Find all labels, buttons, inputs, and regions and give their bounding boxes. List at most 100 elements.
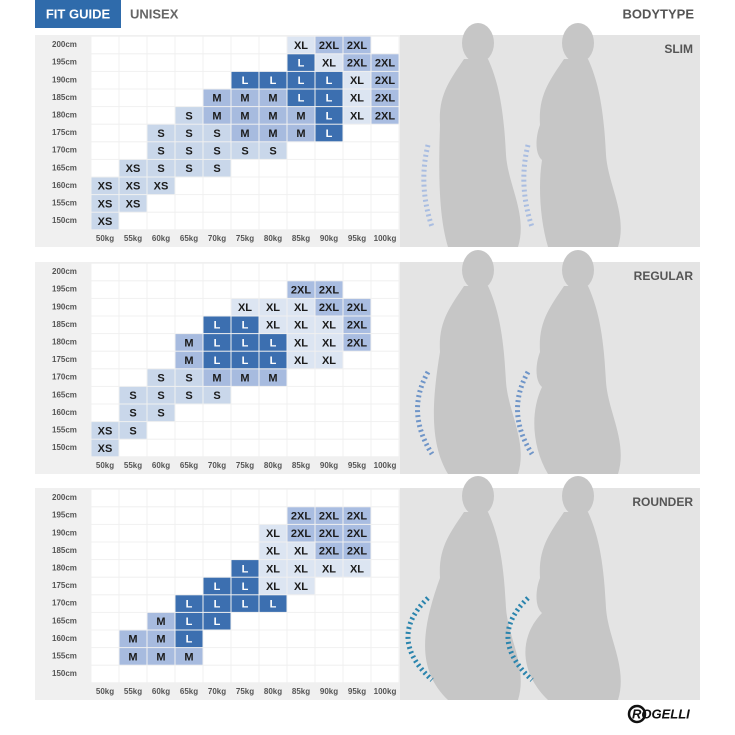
height-label: 185cm — [52, 546, 77, 555]
size-label: 2XL — [375, 75, 395, 87]
size-label: XL — [350, 75, 364, 87]
size-cell — [175, 351, 203, 369]
height-label: 195cm — [52, 58, 77, 67]
height-label: 170cm — [52, 146, 77, 155]
weight-label: 60kg — [152, 234, 170, 243]
empty-cell — [203, 524, 231, 542]
empty-cell — [371, 439, 399, 457]
weight-label: 95kg — [348, 461, 366, 470]
height-label: 175cm — [52, 128, 77, 137]
empty-cell — [147, 351, 175, 369]
empty-cell — [175, 54, 203, 71]
empty-cell — [343, 212, 371, 230]
empty-cell — [147, 439, 175, 457]
size-label: L — [326, 93, 333, 105]
size-label: XL — [266, 546, 280, 558]
size-cell — [259, 124, 287, 142]
empty-cell — [91, 524, 119, 542]
size-label: 2XL — [291, 511, 311, 523]
empty-cell — [203, 404, 231, 422]
empty-cell — [231, 263, 259, 281]
size-cell — [203, 334, 231, 351]
empty-cell — [371, 404, 399, 422]
empty-cell — [119, 577, 147, 595]
empty-cell — [315, 263, 343, 281]
size-label: L — [214, 355, 221, 367]
size-cell — [259, 316, 287, 334]
empty-cell — [147, 595, 175, 612]
size-cell — [203, 612, 231, 630]
belly-line — [505, 596, 534, 682]
empty-cell — [315, 612, 343, 630]
size-cell — [175, 612, 203, 630]
empty-cell — [259, 195, 287, 212]
empty-cell — [147, 489, 175, 507]
weight-label: 60kg — [152, 461, 170, 470]
empty-cell — [315, 665, 343, 683]
size-label: XL — [294, 302, 308, 314]
empty-cell — [175, 577, 203, 595]
size-label: S — [185, 146, 192, 158]
empty-cell — [343, 263, 371, 281]
empty-cell — [371, 351, 399, 369]
height-label: 165cm — [52, 390, 77, 399]
empty-cell — [147, 524, 175, 542]
empty-cell — [91, 54, 119, 71]
empty-cell — [119, 507, 147, 524]
empty-cell — [287, 422, 315, 439]
empty-cell — [91, 334, 119, 351]
empty-cell — [315, 489, 343, 507]
size-cell — [287, 89, 315, 107]
size-label: M — [240, 128, 249, 140]
size-label: S — [185, 390, 192, 402]
empty-cell — [175, 281, 203, 298]
height-label: 150cm — [52, 216, 77, 225]
bodytype-label: REGULAR — [634, 269, 694, 283]
height-label: 160cm — [52, 181, 77, 190]
empty-cell — [91, 665, 119, 683]
empty-cell — [343, 386, 371, 404]
size-cell — [259, 577, 287, 595]
weight-label: 100kg — [374, 687, 397, 696]
empty-cell — [175, 36, 203, 54]
empty-cell — [259, 612, 287, 630]
empty-cell — [203, 507, 231, 524]
empty-cell — [91, 648, 119, 665]
weight-label: 95kg — [348, 687, 366, 696]
size-cell — [91, 422, 119, 439]
size-label: 2XL — [319, 511, 339, 523]
size-cell — [175, 595, 203, 612]
size-label: M — [240, 110, 249, 122]
size-cell — [175, 334, 203, 351]
size-cell — [231, 316, 259, 334]
size-cell — [91, 439, 119, 457]
size-cell — [203, 386, 231, 404]
size-label: S — [157, 408, 164, 420]
silhouette — [536, 59, 621, 247]
size-cell — [231, 334, 259, 351]
size-label: L — [214, 616, 221, 628]
empty-cell — [315, 159, 343, 177]
empty-cell — [231, 54, 259, 71]
size-label: S — [213, 163, 220, 175]
empty-cell — [147, 281, 175, 298]
empty-cell — [119, 612, 147, 630]
size-cell — [147, 369, 175, 386]
empty-cell — [203, 489, 231, 507]
size-label: S — [185, 110, 192, 122]
empty-cell — [371, 316, 399, 334]
size-cell — [203, 159, 231, 177]
size-label: L — [242, 599, 249, 611]
empty-cell — [371, 595, 399, 612]
size-label: L — [186, 634, 193, 646]
size-label: XS — [126, 181, 141, 193]
size-label: XS — [98, 198, 113, 210]
empty-cell — [147, 195, 175, 212]
size-cell — [371, 107, 399, 124]
empty-cell — [231, 630, 259, 648]
head — [462, 23, 494, 63]
size-cell — [119, 195, 147, 212]
title-box — [35, 0, 121, 28]
size-label: 2XL — [375, 110, 395, 122]
